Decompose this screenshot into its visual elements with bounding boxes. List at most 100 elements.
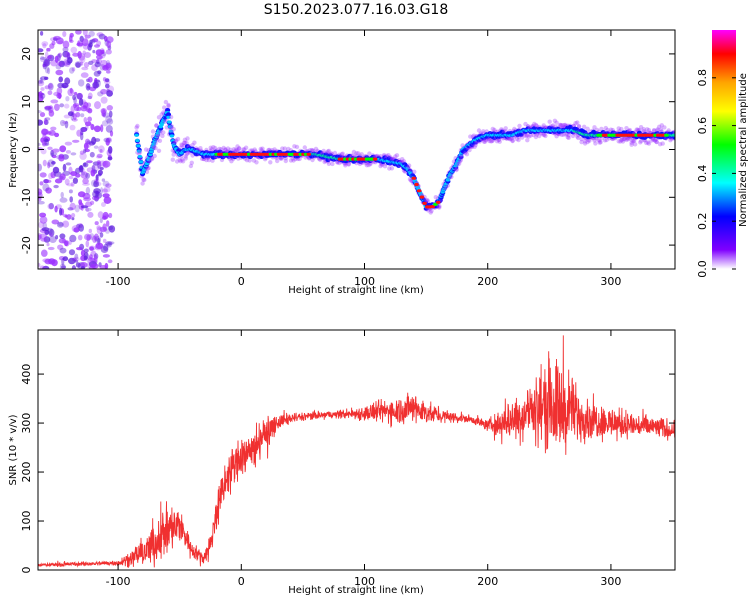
spectral-halo: [325, 149, 331, 154]
spectral-halo: [288, 158, 294, 163]
noise-point: [50, 126, 57, 131]
noise-point: [75, 262, 81, 268]
noise-point: [93, 145, 99, 149]
spectral-halo: [646, 141, 652, 146]
spectral-halo: [180, 159, 186, 164]
spectral-track-mid: [169, 134, 175, 138]
noise-point: [38, 110, 42, 114]
noise-point: [92, 235, 97, 243]
noise-point: [83, 197, 91, 202]
spectral-halo: [649, 138, 654, 143]
noise-point: [94, 101, 101, 110]
noise-point: [93, 254, 98, 263]
noise-point: [73, 227, 80, 233]
noise-point: [108, 212, 113, 219]
spectral-halo: [632, 142, 638, 147]
spectral-track-mid: [135, 138, 140, 143]
spectral-core: [411, 176, 417, 180]
spectral-halo: [251, 158, 257, 163]
noise-point: [88, 60, 94, 65]
noise-point: [48, 172, 54, 180]
noise-point: [72, 256, 80, 262]
spectral-halo: [174, 159, 180, 164]
spectral-track-mid: [672, 133, 675, 137]
spectral-halo: [597, 140, 602, 145]
spectral-halo: [481, 129, 486, 134]
noise-point: [90, 123, 95, 131]
noise-point: [58, 238, 66, 244]
spectral-halo: [454, 166, 459, 172]
spectral-halo: [212, 145, 218, 151]
noise-point: [53, 171, 62, 177]
spectral-halo: [482, 139, 488, 144]
noise-point: [64, 214, 68, 218]
noise-point: [59, 263, 66, 269]
spectral-halo: [528, 133, 533, 138]
spectral-halo: [157, 130, 163, 135]
spectral-halo: [657, 142, 663, 147]
noise-point: [105, 64, 111, 69]
noise-point: [65, 96, 70, 102]
noise-point: [43, 119, 49, 125]
noise-point: [90, 38, 96, 44]
spectral-halo: [359, 152, 364, 157]
noise-point: [98, 33, 106, 40]
spectral-halo: [152, 153, 157, 159]
colorbar-ticks: 0.0 0.2 0.4 0.6 0.8: [696, 69, 736, 278]
noise-point: [84, 233, 92, 241]
spectral-halo: [497, 139, 502, 144]
spectral-halo: [652, 138, 658, 143]
spectral-core: [306, 152, 312, 156]
noise-point: [94, 61, 101, 68]
spectral-halo: [666, 128, 671, 133]
noise-point: [80, 113, 85, 118]
noise-point: [100, 124, 104, 133]
colorbar-gradient: [712, 30, 736, 269]
spectral-halo: [244, 158, 250, 163]
spectral-halo: [523, 121, 528, 127]
spectral-halo: [282, 146, 288, 151]
spectral-halo: [223, 147, 228, 152]
noise-point: [39, 216, 48, 224]
noise-point: [99, 167, 104, 170]
noise-point: [89, 254, 93, 260]
noise-point: [88, 245, 96, 251]
noise-point: [45, 187, 52, 194]
noise-point: [82, 128, 86, 132]
noise-point: [56, 221, 64, 228]
spectrogram-xtick-label: 0: [238, 275, 245, 288]
spectral-halo: [476, 128, 482, 133]
spectral-halo: [204, 157, 209, 163]
spectrogram-xtick-label: 300: [600, 275, 621, 288]
spectral-halo: [629, 142, 634, 147]
noise-point: [44, 106, 52, 112]
noise-point: [76, 129, 82, 137]
noise-point: [86, 140, 92, 144]
spectral-halo: [575, 134, 580, 139]
noise-point: [105, 124, 113, 133]
noise-point: [82, 162, 89, 168]
spectral-halo: [651, 137, 656, 142]
spectral-halo: [603, 125, 608, 131]
spectral-halo: [162, 105, 167, 110]
spectral-halo: [173, 138, 178, 144]
noise-point: [83, 142, 89, 150]
noise-point: [67, 207, 74, 211]
spectral-halo: [387, 166, 392, 171]
spectral-halo: [406, 163, 412, 168]
noise-point: [40, 55, 45, 62]
spectral-track-mid: [168, 125, 173, 129]
noise-point: [83, 148, 87, 154]
spectral-halo: [429, 208, 434, 214]
spectral-halo: [148, 157, 153, 163]
spectral-halo: [235, 148, 240, 153]
noise-point: [64, 240, 69, 247]
spectral-halo: [624, 137, 629, 143]
noise-point: [101, 112, 106, 117]
noise-point: [56, 92, 62, 99]
spectral-halo: [153, 145, 158, 151]
noise-point: [83, 117, 88, 123]
noise-point: [47, 246, 55, 251]
spectral-halo: [622, 136, 627, 142]
